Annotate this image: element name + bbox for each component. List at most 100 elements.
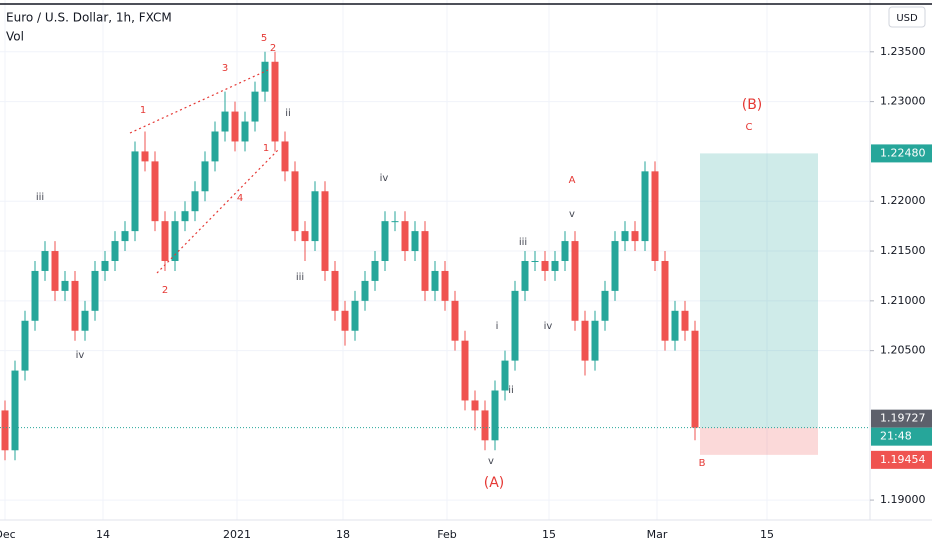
wave-label: v	[569, 209, 575, 220]
x-tick-label: 14	[96, 528, 110, 541]
candle-body	[651, 171, 659, 261]
wave-label: iii	[296, 272, 304, 283]
x-tick-label: Feb	[437, 528, 456, 541]
candle-body	[251, 91, 259, 122]
target-label-box	[871, 144, 932, 163]
candle-body	[501, 360, 509, 391]
candle-body	[471, 400, 479, 411]
currency-button[interactable]	[888, 6, 926, 28]
candle-body	[181, 211, 189, 222]
wave-label: 2	[162, 285, 168, 296]
candle-body	[321, 191, 329, 271]
candle-body	[131, 151, 139, 232]
x-tick-label: 15	[542, 528, 556, 541]
candle-body	[481, 410, 489, 441]
stop-label-box	[871, 450, 932, 469]
plot	[0, 51, 870, 461]
candle-body	[491, 390, 499, 441]
candle-body	[191, 191, 199, 212]
wave-label: iii	[36, 192, 44, 203]
countdown-box	[871, 427, 932, 446]
candle-body	[591, 320, 599, 361]
wave-label: ii	[508, 385, 514, 396]
wave-label: 2	[270, 43, 276, 54]
candle-body	[111, 241, 119, 261]
x-tick-label: Mar	[647, 528, 668, 541]
candle-body	[401, 221, 409, 252]
candle-body	[601, 290, 609, 321]
candle-body	[521, 260, 529, 291]
candle-body	[371, 260, 379, 281]
candle-body	[141, 151, 149, 162]
candle-body	[311, 191, 319, 242]
candle-body	[431, 270, 439, 291]
candle-body	[531, 260, 539, 262]
y-tick-label: 1.21000	[880, 294, 926, 307]
candle-body	[331, 270, 339, 311]
candle-body	[341, 310, 349, 331]
candle-body	[611, 241, 619, 291]
y-tick-label: 1.19000	[880, 493, 926, 506]
candle-body	[381, 221, 389, 261]
wave-label: 1	[140, 105, 146, 116]
wave-label: iv	[380, 173, 389, 184]
stop-label: 1.19454	[880, 453, 926, 466]
candle-body	[561, 241, 569, 261]
wave-label: A	[569, 175, 576, 186]
candle-body	[91, 270, 99, 311]
wave-label: 3	[222, 63, 228, 74]
position-target	[700, 153, 818, 428]
wave-label: v	[488, 456, 494, 467]
target-label: 1.22480	[880, 146, 926, 159]
wave-label: 1	[263, 143, 269, 154]
candle-body	[281, 141, 289, 172]
candle-body	[101, 260, 109, 271]
candle-body	[211, 131, 219, 162]
candle-body	[271, 61, 279, 142]
wave-line	[129, 69, 269, 134]
grid	[0, 0, 870, 520]
candle-body	[441, 270, 449, 301]
candle-body	[571, 241, 579, 321]
wave-label: (A)	[484, 475, 505, 491]
candle-body	[41, 251, 49, 271]
candle-body	[261, 61, 269, 92]
candle-body	[551, 260, 559, 271]
candle-body	[451, 300, 459, 341]
wave-label: iv	[544, 321, 553, 332]
candle-body	[31, 270, 39, 321]
candle-body	[461, 340, 469, 401]
candle-body	[61, 280, 69, 291]
wave-label: ii	[285, 108, 291, 119]
last-price-label-box	[871, 409, 932, 428]
candle-body	[21, 320, 29, 371]
chart-title: Euro / U.S. Dollar, 1h, FXCM	[6, 11, 172, 25]
candle-body	[121, 231, 129, 242]
candle-body	[151, 161, 159, 222]
candle-body	[51, 251, 59, 291]
volume-label: Vol	[6, 30, 24, 44]
y-tick-label: 1.23000	[880, 95, 926, 108]
wave-label: C	[746, 122, 753, 133]
candle-body	[641, 171, 649, 242]
wave-label: iii	[519, 237, 527, 248]
candle-body	[171, 221, 179, 261]
candle-body	[581, 320, 589, 361]
currency[interactable]: USD	[896, 13, 918, 24]
candle-body	[421, 231, 429, 291]
candle-body	[231, 111, 239, 142]
x-tick-label: 18	[336, 528, 350, 541]
countdown: 21:48	[880, 430, 912, 443]
wave-label: iv	[76, 350, 85, 361]
candle-body	[511, 290, 519, 361]
candle-body	[541, 260, 549, 271]
candle-body	[161, 221, 169, 261]
wave-line	[156, 149, 279, 274]
y-tick-label: 1.23500	[880, 45, 926, 58]
wave-label: 4	[237, 193, 243, 204]
wave-label: i	[496, 321, 499, 332]
wave-label: 5	[261, 33, 267, 44]
